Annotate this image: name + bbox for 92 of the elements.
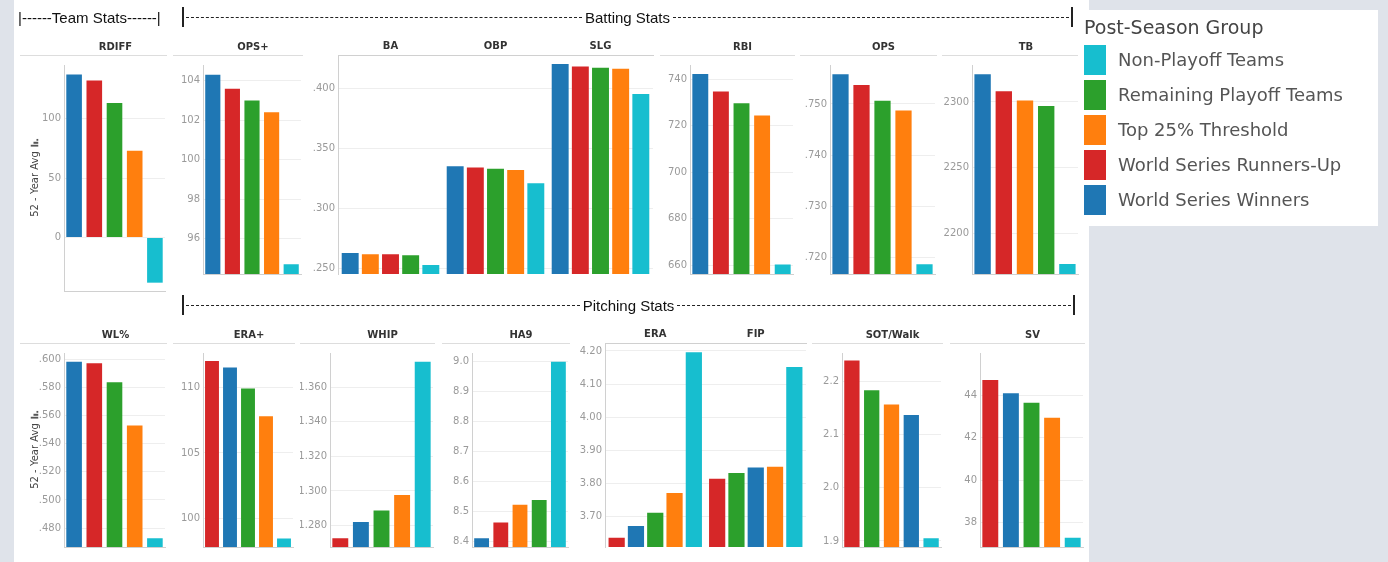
y-tick-label: 38 [964, 516, 977, 528]
y-tick-label: 8.8 [453, 415, 469, 427]
y-tick-label: 2200 [943, 227, 969, 239]
text: Pitching Stats [581, 296, 676, 314]
y-tick-label: 3.70 [579, 510, 602, 522]
y-tick-label: .730 [804, 199, 827, 211]
x-tick-label: SLG [589, 39, 612, 51]
y-tick-label: 105 [180, 446, 200, 458]
y-tick-label: .560 [38, 409, 61, 421]
chart-title: OPS [871, 41, 896, 52]
y-tick-label: 2.0 [823, 481, 839, 493]
y-tick-label: 1.360 [298, 380, 327, 392]
text: Batting Stats [583, 8, 672, 26]
y-tick-label: 2.1 [823, 428, 839, 440]
text: |------Team Stats------| [18, 8, 161, 26]
y-tick-label: .540 [38, 437, 61, 449]
y-tick-label: 100 [180, 153, 200, 165]
y-tick-label: 8.5 [453, 505, 469, 517]
bar [106, 103, 123, 237]
x-tick-label: BA [382, 39, 399, 51]
y-tick-label: 100 [41, 112, 61, 124]
y-tick-label: 8.7 [453, 445, 469, 457]
y-tick-label: .250 [312, 262, 335, 274]
y-tick-label: .300 [312, 202, 335, 214]
x-tick-label: FIP [746, 327, 765, 339]
y-tick-label: 104 [180, 74, 200, 86]
bar [86, 80, 103, 237]
y-tick-label: .500 [38, 493, 61, 505]
chart-title: ERA+ [233, 329, 265, 340]
y-tick-label: 4.20 [579, 344, 602, 356]
y-tick-label: 96 [187, 232, 200, 244]
y-tick-label: 1.300 [298, 484, 327, 496]
x-tick-label: OBP [483, 39, 508, 51]
y-tick-label: 8.9 [453, 385, 469, 397]
y-tick-label: 42 [964, 431, 977, 443]
y-tick-label: .740 [804, 148, 827, 160]
chart-title: WHIP [367, 329, 398, 340]
y-tick-label: 4.10 [579, 377, 602, 389]
y-tick-label: 2300 [943, 95, 969, 107]
y-tick-label: 0 [54, 231, 61, 243]
y-axis-title: 52 - Year Avg [28, 150, 40, 217]
y-tick-label: .350 [312, 141, 335, 153]
y-tick-label: 700 [667, 165, 687, 177]
y-tick-label: 40 [964, 473, 977, 485]
y-tick-label: 1.9 [823, 534, 839, 546]
y-tick-label: 2.2 [823, 375, 839, 387]
y-tick-label: 9.0 [453, 355, 469, 367]
y-tick-label: 1.320 [298, 449, 327, 461]
y-tick-label: 720 [667, 119, 687, 131]
chart-title: SV [1025, 329, 1040, 340]
bar [147, 237, 163, 283]
y-tick-label: 8.6 [453, 475, 469, 487]
chart-title: RDIFF [98, 41, 133, 52]
y-tick-label: .750 [804, 97, 827, 109]
y-tick-label: 8.4 [453, 535, 469, 547]
y-tick-label: .400 [312, 81, 335, 93]
y-tick-label: .580 [38, 381, 61, 393]
y-tick-label: .600 [38, 353, 61, 365]
legend-label: World Series Winners [1118, 189, 1310, 210]
y-tick-label: .520 [38, 465, 61, 477]
chart-title: TB [1018, 41, 1034, 52]
chart-title: OPS+ [237, 41, 269, 52]
bar [66, 74, 82, 237]
y-axis-title: 52 - Year Avg [28, 422, 40, 489]
legend-label: Remaining Playoff Teams [1118, 84, 1343, 105]
chart-title: RBI [732, 41, 753, 52]
bar [126, 150, 143, 237]
legend-title: Post-Season Group [1084, 16, 1265, 38]
y-tick-label: 44 [964, 389, 977, 401]
legend-label: Top 25% Threshold [1118, 119, 1289, 140]
y-tick-label: 660 [667, 258, 687, 270]
legend-label: World Series Runners-Up [1118, 154, 1342, 175]
chart-title: WL% [101, 329, 130, 340]
y-tick-label: 102 [180, 113, 200, 125]
chart-title: HA9 [509, 329, 533, 340]
y-tick-label: 680 [667, 212, 687, 224]
legend-label: Non-Playoff Teams [1118, 49, 1285, 70]
y-tick-label: 1.280 [298, 519, 327, 531]
y-tick-label: .720 [804, 251, 827, 263]
y-tick-label: 100 [180, 512, 200, 524]
y-tick-label: 2250 [943, 161, 969, 173]
y-tick-label: 740 [667, 72, 687, 84]
y-tick-label: 98 [187, 192, 200, 204]
y-tick-label: 3.80 [579, 477, 602, 489]
y-tick-label: 3.90 [579, 444, 602, 456]
x-tick-label: ERA [644, 327, 667, 339]
y-tick-label: 110 [180, 380, 200, 392]
chart-title: SOT/Walk [865, 329, 920, 340]
y-tick-label: 50 [48, 171, 61, 183]
y-tick-label: .480 [38, 521, 61, 533]
y-tick-label: 4.00 [579, 410, 602, 422]
y-tick-label: 1.340 [298, 415, 327, 427]
